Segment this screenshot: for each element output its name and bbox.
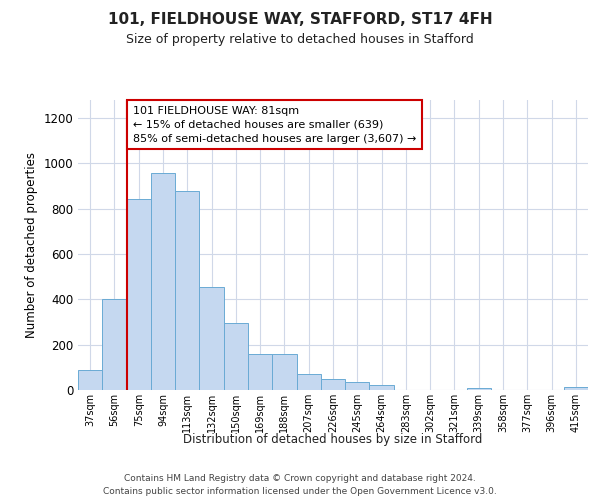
Text: Distribution of detached houses by size in Stafford: Distribution of detached houses by size … xyxy=(184,432,482,446)
Text: Contains HM Land Registry data © Crown copyright and database right 2024.: Contains HM Land Registry data © Crown c… xyxy=(124,474,476,483)
Bar xyxy=(175,190,199,390)
Bar xyxy=(102,300,127,390)
Text: Contains public sector information licensed under the Open Government Licence v3: Contains public sector information licen… xyxy=(103,487,497,496)
Bar xyxy=(467,388,491,390)
Bar xyxy=(199,287,224,390)
Bar xyxy=(296,374,321,390)
Bar xyxy=(248,354,272,390)
Bar xyxy=(345,382,370,390)
Bar xyxy=(224,323,248,390)
Bar xyxy=(127,198,151,390)
Y-axis label: Number of detached properties: Number of detached properties xyxy=(25,152,38,338)
Bar xyxy=(151,172,175,390)
Text: 101, FIELDHOUSE WAY, STAFFORD, ST17 4FH: 101, FIELDHOUSE WAY, STAFFORD, ST17 4FH xyxy=(107,12,493,28)
Text: 101 FIELDHOUSE WAY: 81sqm
← 15% of detached houses are smaller (639)
85% of semi: 101 FIELDHOUSE WAY: 81sqm ← 15% of detac… xyxy=(133,106,416,144)
Bar xyxy=(370,386,394,390)
Bar xyxy=(272,354,296,390)
Bar xyxy=(564,388,588,390)
Bar xyxy=(78,370,102,390)
Text: Size of property relative to detached houses in Stafford: Size of property relative to detached ho… xyxy=(126,32,474,46)
Bar xyxy=(321,378,345,390)
